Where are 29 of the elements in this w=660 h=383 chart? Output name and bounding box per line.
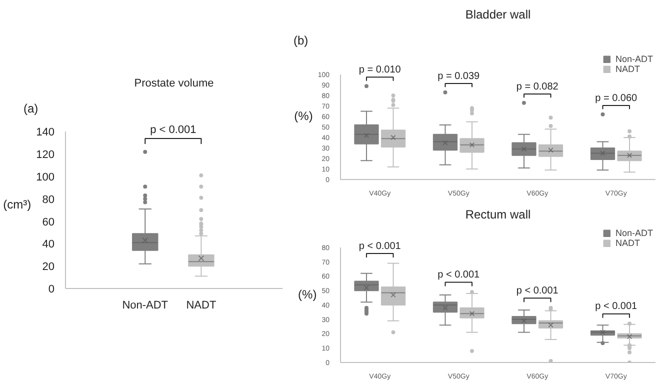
y-axis-title: (cm³) [3,198,32,212]
legend-label: NADT [615,238,640,248]
annotation: p < 0.001 [150,124,196,136]
y-tick-label: 120 [36,149,55,162]
y-tick-label: 40 [42,238,55,251]
annotation: p < 0.001 [516,285,559,296]
y-tick-label: 60 [42,216,55,228]
annotation: p < 0.001 [358,240,402,252]
y-tick-label: 140 [36,126,55,139]
annotation: p < 0.001 [595,301,638,312]
annotation: p = 0.082 [516,81,559,92]
chart-title: Rectum wall [465,208,531,222]
legend-label: NADT [615,64,640,74]
y-axis-title: (%) [294,109,313,123]
annotation: p = 0.039 [438,70,480,82]
y-tick-label: 80 [42,194,55,206]
y-tick-label: 100 [36,172,55,184]
annotation: p < 0.001 [438,270,480,281]
y-tick-label: 20 [42,261,55,274]
legend-label: Non-ADT [615,228,653,238]
text: (a) [24,102,38,116]
chart-title: Bladder wall [465,8,531,22]
text: (b) [294,34,308,48]
annotation: p = 0.010 [358,64,402,76]
y-tick-label: 0 [48,284,55,296]
chart-title: Prostate volume [134,78,214,90]
y-axis-title: (%) [298,288,317,302]
annotation: p = 0.060 [595,92,638,104]
legend-label: Non-ADT [615,54,653,64]
